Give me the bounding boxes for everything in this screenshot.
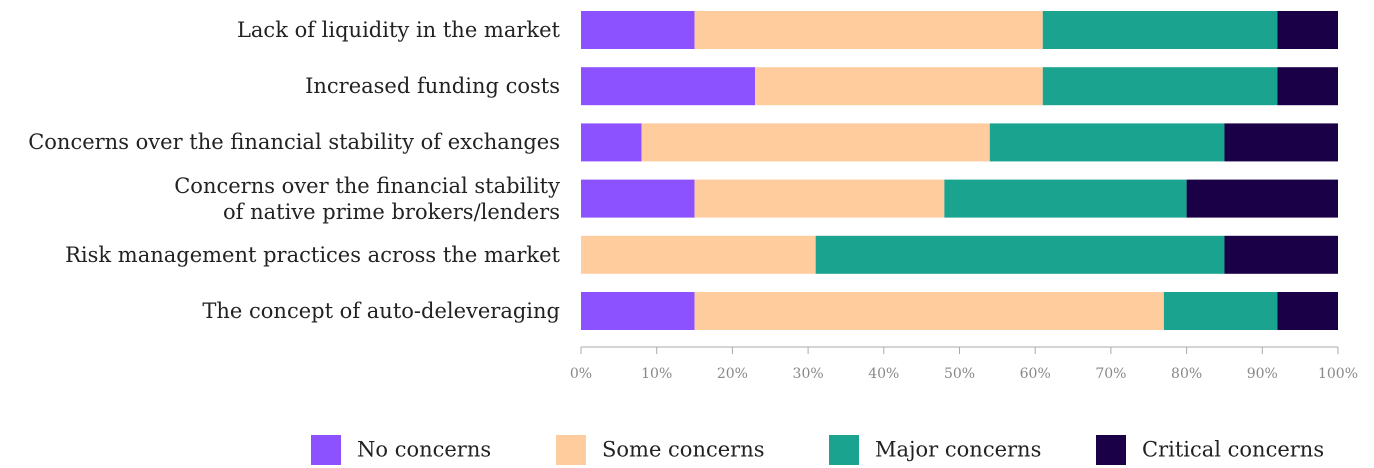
bar-segment [1224, 235, 1338, 274]
bar-segment [944, 179, 1187, 218]
bar-segment [581, 11, 695, 49]
legend-label: No concerns [357, 438, 491, 462]
x-tick-label: 90% [1247, 366, 1278, 382]
bar-segment [694, 292, 1164, 330]
bar-segment [1224, 123, 1338, 162]
bar-segment [1042, 11, 1278, 49]
legend-swatch [829, 435, 859, 465]
bar-segment [815, 235, 1225, 274]
x-tick-label: 20% [717, 366, 748, 382]
bar-segment [1277, 292, 1338, 330]
legend-swatch [311, 435, 341, 465]
bar-segment [1042, 67, 1278, 106]
bar-segment [1277, 67, 1338, 106]
x-tick-label: 60% [1020, 366, 1051, 382]
legend-label: Major concerns [875, 438, 1041, 462]
bar-segment [989, 123, 1225, 162]
legend-label: Some concerns [602, 438, 765, 462]
bar-segment [1186, 179, 1338, 218]
bar-segment [581, 235, 816, 274]
category-label: Increased funding costs [305, 74, 560, 99]
category-label: Concerns over the financial stability of… [28, 130, 560, 155]
x-tick-label: 70% [1095, 366, 1126, 382]
bar-segment [581, 292, 695, 330]
x-tick-label: 100% [1318, 366, 1358, 382]
x-tick-label: 40% [868, 366, 899, 382]
x-tick-label: 10% [641, 366, 672, 382]
bar-segment [581, 67, 756, 106]
bar-segment [694, 179, 945, 218]
bar-segment [694, 11, 1043, 49]
legend-swatch [1096, 435, 1126, 465]
bar-segment [641, 123, 990, 162]
category-label: The concept of auto-deleveraging [202, 299, 560, 323]
bar-segment [581, 123, 642, 162]
legend-label: Critical concerns [1142, 438, 1324, 462]
bar-segment [1277, 11, 1338, 49]
bar-segment [755, 67, 1043, 106]
legend-swatch [556, 435, 586, 465]
bar-segment [581, 179, 695, 218]
category-label: Lack of liquidity in the market [236, 18, 560, 42]
x-tick-label: 0% [570, 366, 592, 382]
bar-segment [1163, 292, 1278, 330]
category-label: Concerns over the financial stability of… [174, 173, 560, 224]
category-label: Risk management practices across the mar… [65, 242, 560, 267]
x-tick-label: 80% [1171, 366, 1202, 382]
x-tick-label: 50% [944, 366, 975, 382]
x-tick-label: 30% [793, 366, 824, 382]
